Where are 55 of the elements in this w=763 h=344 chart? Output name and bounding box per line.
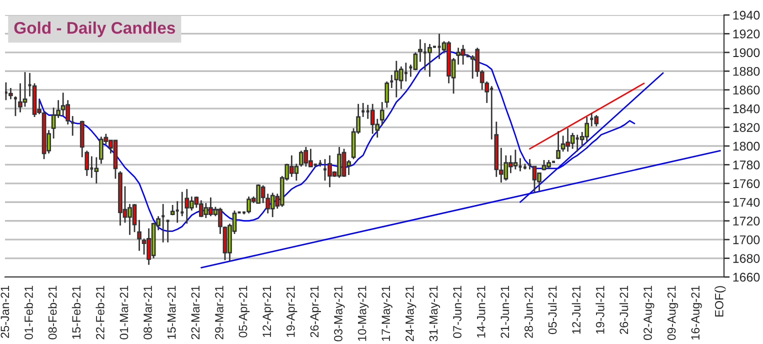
x-tick-label: 01-Mar-21 bbox=[120, 286, 128, 340]
x-tick-label: EOF() bbox=[714, 286, 726, 316]
x-tick-label: 08-Feb-21 bbox=[48, 286, 57, 340]
y-tick-label: 1800 bbox=[733, 142, 760, 151]
y-tick-label: 1660 bbox=[733, 272, 760, 282]
x-tick-label: 12-Jul-21 bbox=[572, 286, 581, 334]
x-tick-label: 25-Jan-21 bbox=[0, 286, 10, 338]
x-tick-label: 29-Mar-21 bbox=[215, 286, 224, 340]
x-tick-label: 02-Aug-21 bbox=[644, 286, 654, 340]
x-tick-label: 15-Mar-21 bbox=[167, 286, 176, 339]
x-tick-label: 19-Jul-21 bbox=[596, 286, 604, 334]
y-tick-label: 1900 bbox=[733, 48, 760, 58]
x-tick-label: 17-May-21 bbox=[382, 286, 392, 341]
x-tick-label: 15-Feb-21 bbox=[72, 286, 81, 339]
x-tick-label: 31-May-21 bbox=[429, 286, 440, 342]
x-tick-label: 01-Feb-21 bbox=[24, 286, 33, 340]
y-tick-label: 1740 bbox=[733, 198, 760, 207]
candlestick bbox=[556, 130, 560, 160]
candlestick bbox=[137, 219, 142, 252]
y-tick-label: 1880 bbox=[733, 66, 760, 76]
x-tick-label: 22-Feb-21 bbox=[96, 286, 104, 340]
x-tick-label: 26-Apr-21 bbox=[310, 286, 321, 338]
candlestick bbox=[428, 43, 432, 78]
x-tick-label: 19-Apr-21 bbox=[286, 286, 298, 337]
x-tick-label: 03-May-21 bbox=[334, 286, 345, 342]
x-tick-label: 26-Jul-21 bbox=[619, 286, 628, 334]
x-tick-label: 10-May-21 bbox=[358, 286, 369, 341]
x-tick-label: 05-Apr-21 bbox=[238, 286, 250, 338]
x-tick-label: 05-Jul-21 bbox=[548, 286, 557, 334]
y-tick-label: 1940 bbox=[733, 10, 760, 20]
y-tick-label: 1860 bbox=[733, 86, 760, 95]
y-tick-label: 1920 bbox=[733, 30, 760, 38]
x-tick-label: 21-Jun-21 bbox=[500, 286, 510, 338]
x-tick-label: 14-Jun-21 bbox=[476, 286, 486, 338]
y-tick-label: 1720 bbox=[733, 216, 760, 226]
x-tick-label: 12-Apr-21 bbox=[262, 286, 274, 337]
x-tick-label: 22-Mar-21 bbox=[191, 286, 200, 340]
y-tick-label: 1780 bbox=[733, 160, 760, 170]
x-tick-label: 28-Jun-21 bbox=[524, 286, 533, 338]
candlestick bbox=[8, 87, 13, 100]
x-tick-label: 09-Aug-21 bbox=[667, 286, 678, 340]
candlestick bbox=[94, 156, 99, 184]
x-tick-label: 07-Jun-21 bbox=[453, 286, 462, 338]
chart-title: Gold - Daily Candles bbox=[14, 22, 176, 38]
y-tick-label: 1680 bbox=[733, 254, 760, 263]
x-tick-label: 24-May-21 bbox=[405, 286, 416, 342]
candlestick bbox=[413, 52, 418, 71]
candlestick bbox=[418, 38, 422, 62]
candlestick bbox=[594, 114, 599, 128]
y-tick-label: 1760 bbox=[733, 179, 760, 188]
y-tick-label: 1700 bbox=[733, 235, 760, 244]
y-tick-label: 1820 bbox=[733, 123, 760, 132]
x-tick-label: 16-Aug-21 bbox=[691, 286, 702, 340]
x-tick-label: 08-Mar-21 bbox=[144, 286, 152, 340]
y-tick-label: 1840 bbox=[733, 104, 760, 114]
